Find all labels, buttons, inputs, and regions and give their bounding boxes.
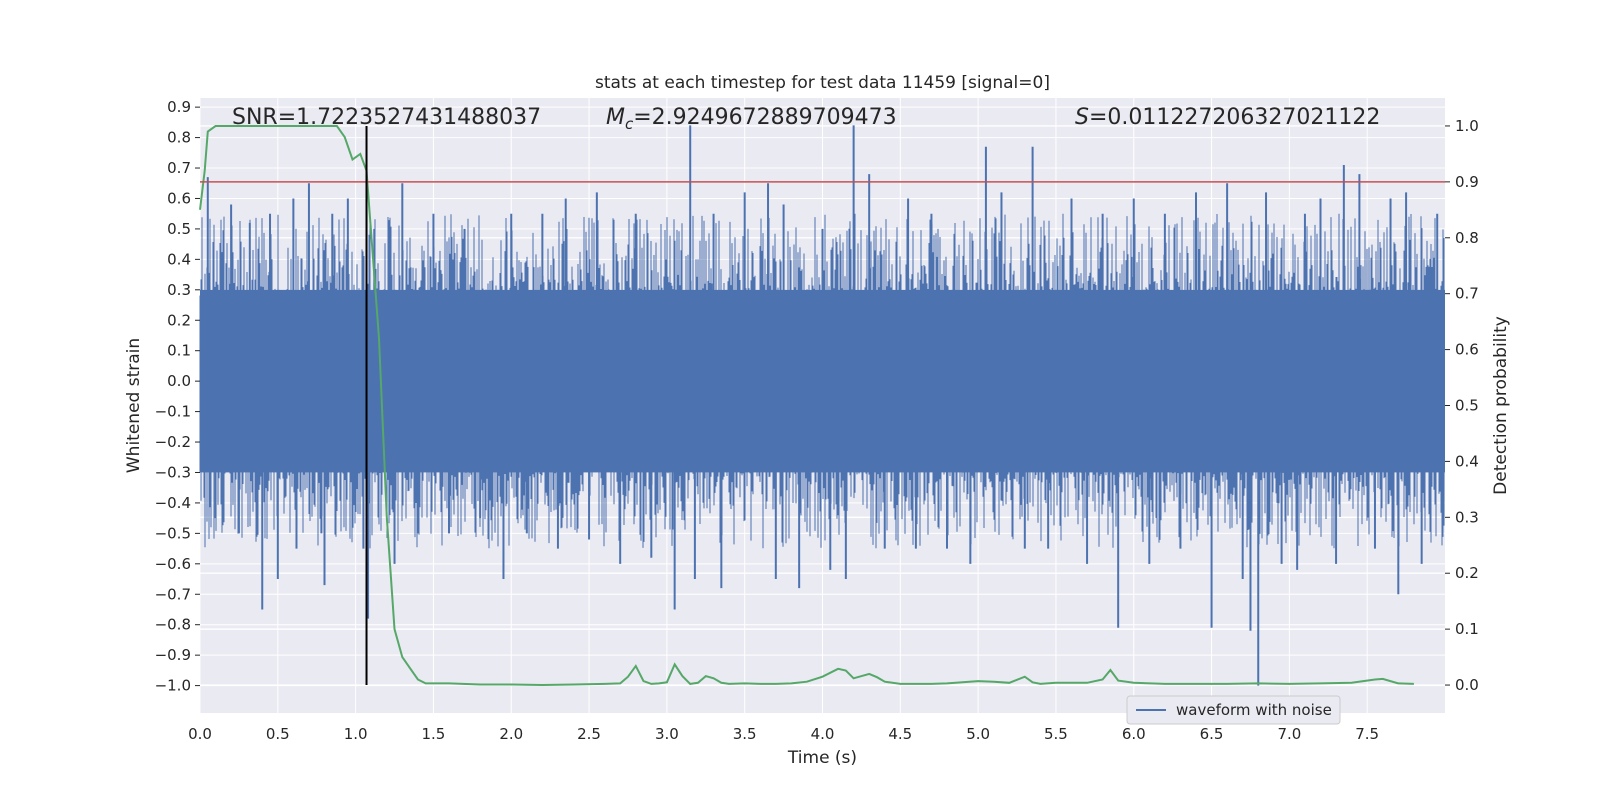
y-tick-label: 0.1 — [167, 342, 191, 360]
x-tick-label: 3.0 — [655, 725, 679, 743]
x-tick-label: 7.0 — [1277, 725, 1301, 743]
mc-value: =2.9249672889709473 — [633, 105, 896, 130]
legend-box — [1126, 695, 1341, 725]
s-symbol: S — [1075, 105, 1089, 130]
y-tick-label: −1.0 — [155, 677, 191, 695]
legend-label-waveform: waveform with noise — [1176, 701, 1332, 719]
y2-tick-label: 0.8 — [1455, 229, 1479, 247]
x-tick-label: 2.0 — [499, 725, 523, 743]
y-tick-label: −0.1 — [155, 403, 191, 421]
x-tick-label: 5.5 — [1044, 725, 1068, 743]
y-tick-label: −0.2 — [155, 433, 191, 451]
overlay-lines — [200, 125, 1445, 686]
y-tick-label: −0.4 — [155, 494, 191, 512]
y-axis-label: Whitened strain — [124, 338, 144, 473]
waveform-series — [199, 125, 1445, 686]
y2-tick-label: 0.2 — [1455, 564, 1479, 582]
y2-tick-label: 0.5 — [1455, 397, 1479, 415]
legend: waveform with noise — [1126, 695, 1341, 725]
x-tick-label: 4.5 — [888, 725, 912, 743]
y2-tick-label: 0.6 — [1455, 341, 1479, 359]
y-tick-label: −0.7 — [155, 585, 191, 603]
s-value: =0.011227206327021122 — [1089, 105, 1380, 130]
waveform-noise-trace — [199, 213, 1445, 549]
x-tick-label: 0.0 — [188, 725, 212, 743]
x-tick-label: 0.5 — [266, 725, 290, 743]
y-tick-label: −0.3 — [155, 463, 191, 481]
y2-tick-label: 1.0 — [1455, 117, 1479, 135]
s-annotation: S=0.011227206327021122 — [1075, 105, 1380, 130]
x-tick-label: 2.5 — [577, 725, 601, 743]
axes: 0.0 0.5 1.0 1.5 2.0 2.5 3.0 3.5 4.0 4.5 5.0 5.5 6.0 6… — [155, 98, 1479, 743]
chart-title: stats at each timestep for test data 114… — [595, 73, 1050, 93]
x-tick-label: 3.5 — [733, 725, 757, 743]
y2-axis-label: Detection probability — [1491, 316, 1511, 495]
probability-series — [199, 125, 1414, 687]
y-tick-label: 0.9 — [167, 98, 191, 116]
y-tick-label: 0.8 — [167, 129, 191, 147]
y2-tick-label: 0.0 — [1455, 676, 1479, 694]
y2-tick-label: 0.3 — [1455, 508, 1479, 526]
x-tick-label: 6.0 — [1122, 725, 1146, 743]
snr-annotation: SNR=1.7223527431488037 — [232, 105, 541, 130]
y-tick-label: −0.6 — [155, 555, 191, 573]
mc-symbol: M — [606, 105, 625, 130]
x-tick-label: 1.5 — [422, 725, 446, 743]
x-tick-label: 6.5 — [1200, 725, 1224, 743]
x-tick-label: 4.0 — [811, 725, 835, 743]
x-axis-label: Time (s) — [787, 748, 857, 768]
y-tick-label: 0.7 — [167, 159, 191, 177]
y-tick-label: 0.6 — [167, 189, 191, 207]
y-tick-label: −0.5 — [155, 524, 191, 542]
y-tick-label: −0.8 — [155, 616, 191, 634]
x-tick-label: 5.0 — [966, 725, 990, 743]
x-tick-label: 7.5 — [1355, 725, 1379, 743]
y-tick-label: −0.9 — [155, 646, 191, 664]
y-tick-label: 0.0 — [167, 372, 191, 390]
y-tick-label: 0.2 — [167, 311, 191, 329]
y-tick-label: 0.3 — [167, 281, 191, 299]
x-tick-label: 1.0 — [344, 725, 368, 743]
y-tick-label: 0.4 — [167, 250, 191, 268]
probability-line — [199, 125, 1414, 687]
y2-tick-label: 0.1 — [1455, 620, 1479, 638]
mc-subscript: c — [625, 115, 634, 133]
y2-tick-label: 0.9 — [1455, 173, 1479, 191]
y2-tick-label: 0.7 — [1455, 285, 1479, 303]
mc-annotation: Mc=2.9249672889709473 — [606, 105, 897, 133]
y2-tick-label: 0.4 — [1455, 452, 1479, 470]
y-tick-label: 0.5 — [167, 220, 191, 238]
